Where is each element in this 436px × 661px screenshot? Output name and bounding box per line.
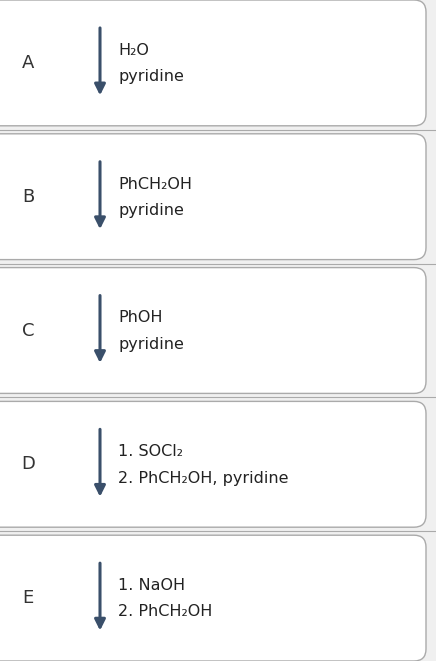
FancyBboxPatch shape [0,268,426,393]
Text: PhCH₂OH: PhCH₂OH [118,176,192,192]
FancyBboxPatch shape [0,535,426,661]
Text: 1. SOCl₂: 1. SOCl₂ [118,444,183,459]
Text: pyridine: pyridine [118,203,184,218]
Text: 2. PhCH₂OH: 2. PhCH₂OH [118,604,212,619]
Text: H₂O: H₂O [118,43,149,58]
Text: C: C [22,321,34,340]
Text: pyridine: pyridine [118,69,184,84]
Text: E: E [22,589,34,607]
Text: 2. PhCH₂OH, pyridine: 2. PhCH₂OH, pyridine [118,471,289,486]
Text: 1. NaOH: 1. NaOH [118,578,185,593]
Text: D: D [21,455,35,473]
FancyBboxPatch shape [0,401,426,527]
FancyBboxPatch shape [0,134,426,260]
Text: pyridine: pyridine [118,337,184,352]
Text: B: B [22,188,34,206]
Text: A: A [22,54,34,72]
FancyBboxPatch shape [0,0,426,126]
Text: PhOH: PhOH [118,311,163,325]
